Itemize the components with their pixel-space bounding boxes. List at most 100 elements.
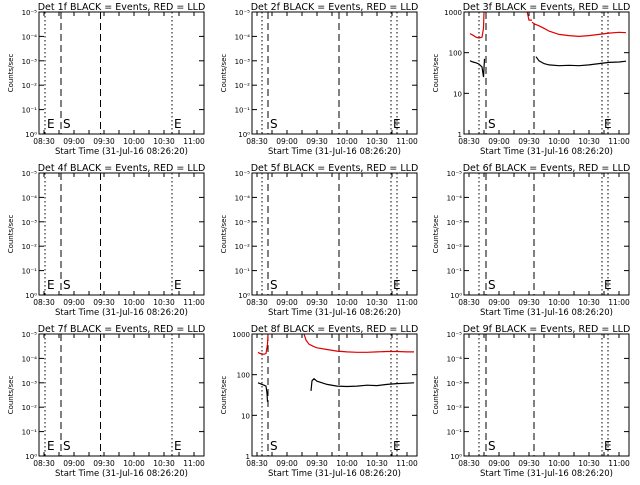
x-tick-label: 09:30: [306, 459, 328, 468]
x-tick-label: 09:30: [93, 459, 115, 468]
y-tick-label: 10⁻⁵: [447, 331, 463, 339]
lld-series-line: [531, 21, 627, 38]
y-tick-label: 10⁻¹: [22, 429, 38, 437]
start-marker-label: S: [63, 439, 71, 453]
events-series-line: [310, 377, 415, 391]
x-axis-label: Start Time (31-Jul-16 08:26:20): [480, 308, 613, 318]
x-tick-label: 09:00: [63, 459, 85, 468]
x-tick-label: 10:30: [366, 137, 388, 146]
y-tick-label: 10⁰: [450, 292, 462, 300]
x-axis-label: Start Time (31-Jul-16 08:26:20): [480, 147, 613, 157]
start-marker-label: S: [488, 278, 496, 292]
y-tick-label: 100: [237, 372, 250, 380]
x-tick-label: 09:00: [488, 137, 510, 146]
y-tick-label: 10⁻²: [447, 404, 463, 412]
y-tick-label: 100: [449, 50, 462, 58]
x-tick-label: 10:30: [366, 459, 388, 468]
end-marker-label: E: [174, 117, 182, 131]
y-tick-label: 10⁻⁵: [22, 9, 38, 17]
x-axis-label: Start Time (31-Jul-16 08:26:20): [268, 308, 401, 318]
end-marker-label: E: [47, 117, 55, 131]
end-marker-label: E: [174, 278, 182, 292]
y-tick-label: 10⁻¹: [22, 268, 38, 276]
y-tick-label: 10⁻⁴: [22, 33, 38, 41]
chart-title: Det 3f BLACK = Events, RED = LLD: [463, 2, 631, 13]
x-tick-label: 11:00: [608, 459, 630, 468]
y-tick-label: 10⁰: [450, 453, 462, 461]
chart-title: Det 9f BLACK = Events, RED = LLD: [463, 324, 631, 335]
x-tick-label: 09:00: [488, 298, 510, 307]
plot-frame: [251, 172, 418, 296]
x-tick-label: 08:30: [458, 459, 480, 468]
y-tick-label: 10⁻²: [447, 243, 463, 251]
x-tick-label: 11:00: [183, 459, 205, 468]
x-tick-label: 09:30: [518, 459, 540, 468]
y-tick-label: 10⁻⁴: [235, 33, 251, 41]
x-tick-label: 11:00: [608, 298, 630, 307]
y-tick-label: 10⁻⁵: [235, 9, 251, 17]
x-tick-label: 10:30: [153, 137, 175, 146]
y-tick-label: 10⁻²: [235, 243, 251, 251]
x-tick-label: 10:00: [548, 137, 570, 146]
y-tick-label: 10⁻⁴: [447, 355, 463, 363]
y-tick-label: 10⁰: [25, 131, 37, 139]
x-axis-label: Start Time (31-Jul-16 08:26:20): [55, 147, 188, 157]
y-tick-label: 1: [246, 453, 250, 461]
x-tick-label: 09:30: [93, 137, 115, 146]
x-tick-label: 10:00: [123, 298, 145, 307]
y-tick-label: 10⁻²: [22, 82, 38, 90]
x-tick-label: 10:30: [153, 459, 175, 468]
y-axis-label: Counts/sec: [220, 376, 228, 415]
events-series-line: [469, 58, 486, 78]
plot-frame: [463, 333, 630, 457]
y-axis-label: Counts/sec: [7, 54, 15, 93]
plot-frame: [251, 333, 418, 457]
chart-title: Det 6f BLACK = Events, RED = LLD: [463, 163, 631, 174]
start-marker-label: S: [488, 439, 496, 453]
x-tick-label: 09:30: [306, 137, 328, 146]
x-tick-label: 09:30: [518, 137, 540, 146]
x-tick-label: 08:30: [246, 137, 268, 146]
y-axis-label: Counts/sec: [7, 215, 15, 254]
y-tick-label: 10⁻³: [22, 219, 38, 227]
y-tick-label: 10⁰: [238, 131, 250, 139]
y-tick-label: 10⁻²: [22, 404, 38, 412]
y-tick-label: 1: [458, 131, 462, 139]
x-tick-label: 09:00: [276, 298, 298, 307]
panel-det-7f: Det 7f BLACK = Events, RED = LLD Counts/s…: [7, 324, 205, 479]
panel-det-9f: Det 9f BLACK = Events, RED = LLD Counts/s…: [432, 324, 630, 479]
panel-det-6f: Det 6f BLACK = Events, RED = LLD Counts/s…: [432, 163, 630, 318]
x-tick-label: 09:00: [276, 459, 298, 468]
plot-frame: [463, 172, 630, 296]
x-tick-label: 09:00: [276, 137, 298, 146]
panel-det-1f: Det 1f BLACK = Events, RED = LLD Counts/s…: [7, 2, 205, 157]
x-tick-label: 11:00: [608, 137, 630, 146]
x-axis-label: Start Time (31-Jul-16 08:26:20): [55, 308, 188, 318]
y-tick-label: 10⁻⁴: [235, 194, 251, 202]
events-series-line: [535, 56, 627, 67]
y-tick-label: 10⁻⁴: [22, 194, 38, 202]
y-tick-label: 10⁻²: [22, 243, 38, 251]
panel-det-4f: Det 4f BLACK = Events, RED = LLD Counts/s…: [7, 163, 205, 318]
x-tick-label: 10:00: [548, 459, 570, 468]
y-tick-label: 10⁻⁵: [22, 331, 38, 339]
start-marker-label: S: [63, 117, 71, 131]
y-tick-label: 1000: [232, 331, 250, 339]
x-tick-label: 08:30: [33, 137, 55, 146]
y-tick-label: 10⁻²: [235, 82, 251, 90]
y-tick-label: 10⁰: [25, 292, 37, 300]
y-tick-label: 10⁻³: [447, 380, 463, 388]
x-tick-label: 09:00: [488, 459, 510, 468]
x-tick-label: 08:30: [246, 298, 268, 307]
y-tick-label: 10⁰: [238, 292, 250, 300]
chart-title: Det 2f BLACK = Events, RED = LLD: [251, 2, 419, 13]
y-tick-label: 10⁻¹: [235, 107, 251, 115]
x-tick-label: 11:00: [396, 459, 418, 468]
x-tick-label: 09:30: [93, 298, 115, 307]
x-tick-label: 10:30: [153, 298, 175, 307]
x-tick-label: 09:00: [63, 137, 85, 146]
lld-series-line: [469, 12, 532, 39]
y-axis-label: Counts/sec: [220, 215, 228, 254]
plot-frame: [38, 172, 205, 296]
plot-frame: [38, 11, 205, 135]
